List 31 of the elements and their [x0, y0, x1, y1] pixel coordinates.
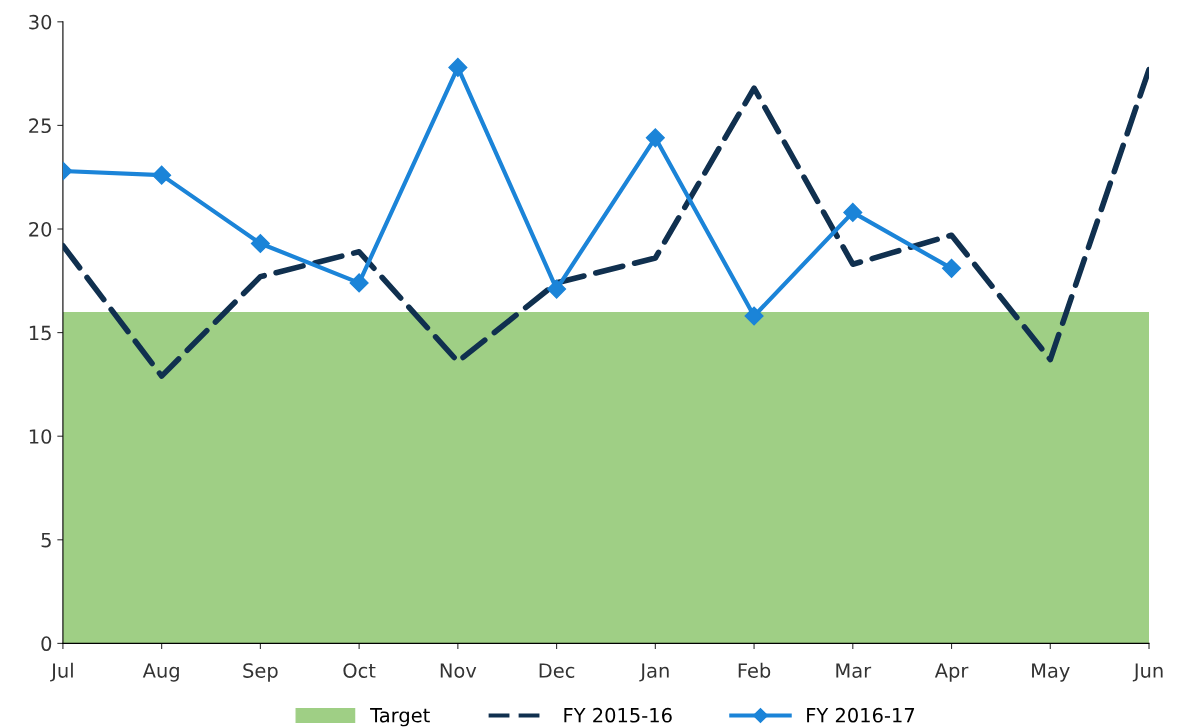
point: [349, 273, 369, 293]
legend-label: Target: [370, 708, 430, 727]
x-tick-label: Mar: [836, 663, 872, 678]
y-tick-label: 30: [29, 14, 52, 30]
y-tick-label: 10: [29, 429, 52, 444]
y-tick-label: 0: [41, 636, 52, 652]
point: [547, 279, 567, 299]
x-tick-label: Nov: [440, 663, 477, 678]
x-tick-label: Apr: [934, 663, 969, 682]
point: [152, 165, 172, 185]
y-tick-label: 15: [29, 325, 51, 341]
point: [448, 57, 468, 77]
x-tick-label: Sep: [243, 663, 278, 682]
x-tick-label: Jul: [50, 662, 73, 682]
x-tick-label: Feb: [738, 662, 771, 678]
legend-label: FY 2016-17: [807, 707, 915, 723]
x-tick-label: Dec: [539, 663, 575, 678]
point: [843, 202, 863, 222]
x-tick-label: Jun: [1132, 663, 1163, 682]
x-tick-label: Oct: [343, 663, 376, 678]
point: [250, 233, 270, 254]
x-tick-label: Aug: [142, 663, 179, 682]
x-tick-label: Jan: [639, 663, 669, 682]
y-tick-label: 20: [29, 221, 52, 237]
point: [645, 128, 665, 148]
legend-label: FY 2015-16: [564, 707, 672, 723]
point: [744, 306, 764, 326]
point: [942, 258, 962, 278]
y-tick-label: 5: [41, 533, 51, 548]
y-tick-label: 25: [29, 118, 51, 134]
x-tick-label: May: [1032, 663, 1070, 682]
